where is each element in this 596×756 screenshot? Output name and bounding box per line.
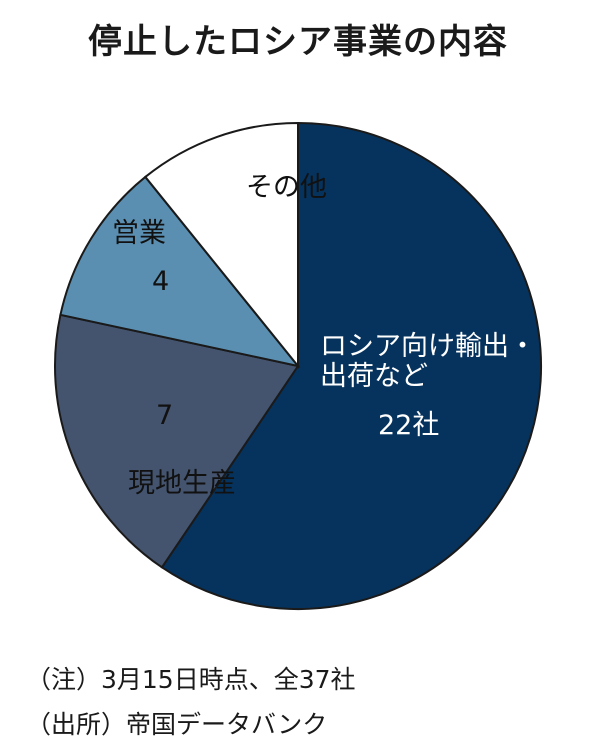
pie-slice — [53, 313, 300, 569]
slice-label: ロシア向け輸出・ — [320, 331, 536, 362]
source-text: （出所）帝国データバンク — [26, 710, 328, 739]
slice-label: 営業 — [112, 218, 166, 249]
slice-value-label: 22社 — [378, 410, 439, 441]
pie-slice — [143, 121, 299, 369]
slice-value-label: 4 — [152, 266, 169, 297]
note-text: （注）3月15日時点、全37社 — [26, 665, 356, 694]
slice-label: 出荷など — [320, 361, 428, 392]
chart-title: 停止したロシア事業の内容 — [88, 22, 508, 62]
slice-value-label: 7 — [156, 400, 173, 431]
pie-slice — [59, 175, 301, 368]
slice-label: 現地生産 — [128, 468, 236, 499]
slice-label: その他 — [246, 172, 327, 203]
pie-slice — [160, 121, 542, 610]
